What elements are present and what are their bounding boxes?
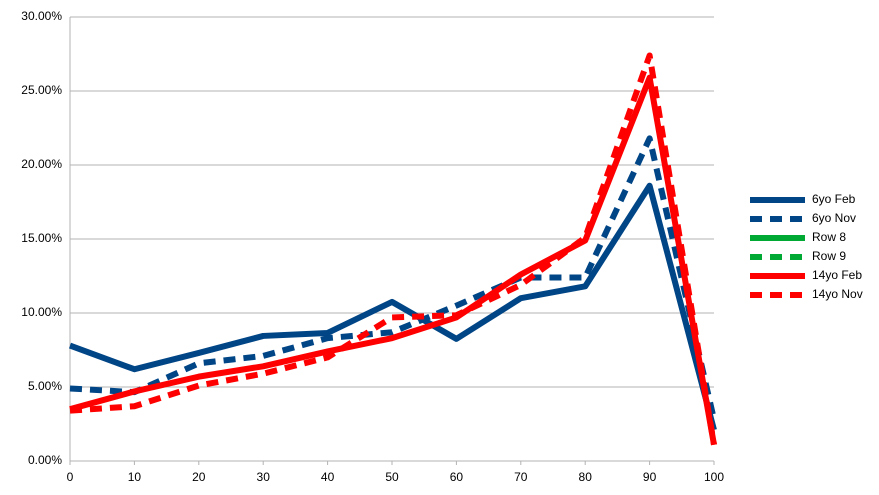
legend-label: Row 8 — [812, 230, 846, 244]
x-tick-label: 0 — [67, 470, 74, 484]
y-tick-label: 5.00% — [28, 379, 62, 393]
y-tick-label: 25.00% — [21, 83, 62, 97]
x-tick-label: 90 — [643, 470, 657, 484]
y-tick-label: 30.00% — [21, 9, 62, 23]
x-tick-label: 100 — [704, 470, 724, 484]
y-tick-label: 15.00% — [21, 231, 62, 245]
legend-label: 14yo Feb — [812, 268, 862, 282]
x-tick-label: 40 — [321, 470, 335, 484]
series-line — [69, 52, 717, 446]
legend-label: Row 9 — [812, 249, 846, 263]
legend-label: 14yo Nov — [812, 287, 863, 301]
y-tick-label: 0.00% — [28, 453, 62, 467]
x-tick-label: 30 — [257, 470, 271, 484]
legend-label: 6yo Feb — [812, 192, 856, 206]
series-line — [69, 74, 717, 446]
legend-label: 6yo Nov — [812, 211, 856, 225]
series-line — [69, 135, 717, 421]
x-tick-label: 70 — [514, 470, 528, 484]
x-tick-label: 60 — [450, 470, 464, 484]
x-tick-label: 10 — [128, 470, 142, 484]
series-line — [68, 182, 717, 431]
y-tick-label: 20.00% — [21, 157, 62, 171]
x-tick-label: 80 — [579, 470, 593, 484]
x-tick-label: 20 — [192, 470, 206, 484]
y-tick-label: 10.00% — [21, 305, 62, 319]
x-tick-label: 50 — [385, 470, 399, 484]
